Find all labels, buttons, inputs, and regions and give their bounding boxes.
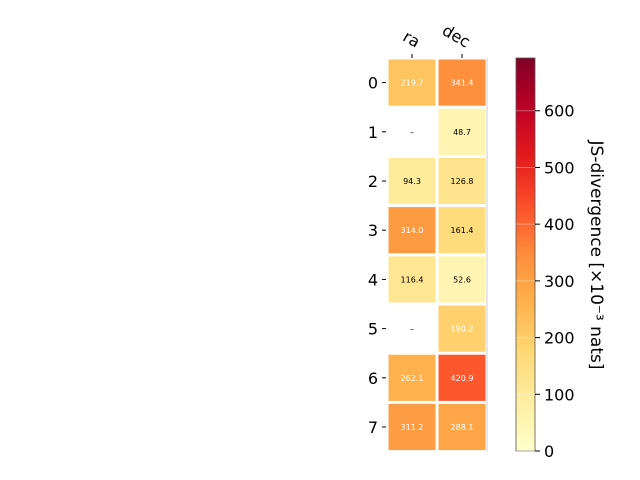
cell-label: 116.4 — [401, 275, 424, 284]
colorbar: 0 100 200 300 400 500 600 — [515, 57, 575, 461]
heatmap-cell — [438, 157, 486, 205]
cell-label: 219.7 — [401, 79, 424, 88]
heatmap-cell — [438, 108, 486, 155]
y-tick-label: 2 — [368, 172, 378, 191]
y-tick-label: 5 — [368, 320, 378, 339]
heatmap-cells: 219.7 341.4 – 48.7 94.3 126.8 314.0 161.4 116.4 5… — [388, 58, 488, 452]
y-tick-label: 4 — [368, 270, 378, 289]
x-tick-label: ra — [400, 27, 424, 52]
heatmap-cell — [438, 59, 486, 106]
cell-label: – — [410, 325, 414, 334]
heatmap-cell — [438, 305, 486, 352]
colorbar-tick-label: 300 — [544, 272, 575, 291]
cell-label: 94.3 — [403, 177, 421, 186]
cell-label: 262.1 — [401, 374, 424, 383]
colorbar-tick-label: 400 — [544, 215, 575, 234]
x-axis: ra dec — [400, 21, 474, 58]
heatmap-cell — [388, 157, 436, 205]
cell-label: 48.7 — [453, 128, 471, 137]
cell-label: 161.4 — [451, 226, 474, 235]
colorbar-gradient — [515, 57, 536, 452]
cell-label: 341.4 — [451, 79, 474, 88]
colorbar-tick-label: 100 — [544, 385, 575, 404]
y-tick-label: 3 — [368, 221, 378, 240]
cell-label: 420.9 — [451, 374, 474, 383]
cell-label: 311.2 — [401, 423, 424, 432]
colorbar-label: JS-divergence [×10⁻³ nats] — [586, 140, 606, 370]
heatmap-cell — [438, 256, 486, 303]
colorbar-tick-label: 200 — [544, 329, 575, 348]
cell-label: 190.2 — [451, 325, 474, 334]
x-tick-label: dec — [439, 21, 473, 52]
colorbar-tick-label: 600 — [544, 102, 575, 121]
cell-label: 288.1 — [451, 423, 474, 432]
heatmap-cell — [388, 256, 436, 303]
cell-label: 314.0 — [401, 226, 424, 235]
cell-label: 52.6 — [453, 275, 471, 284]
y-tick-label: 1 — [368, 123, 378, 142]
cell-label: 126.8 — [451, 177, 474, 186]
y-axis: 0 1 2 3 4 5 6 7 — [368, 74, 386, 437]
heatmap-cell — [388, 403, 436, 451]
colorbar-tick-label: 0 — [544, 442, 554, 461]
cell-label: – — [410, 128, 414, 137]
heatmap-cell — [388, 207, 436, 254]
heatmap-cell — [438, 207, 486, 254]
y-tick-label: 0 — [368, 74, 378, 93]
heatmap-cell — [438, 354, 486, 401]
heatmap-cell — [388, 59, 436, 106]
y-tick-label: 6 — [368, 369, 378, 388]
y-tick-label: 7 — [368, 418, 378, 437]
heatmap-cell — [388, 354, 436, 401]
heatmap-cell — [438, 403, 486, 451]
colorbar-tick-label: 500 — [544, 158, 575, 177]
